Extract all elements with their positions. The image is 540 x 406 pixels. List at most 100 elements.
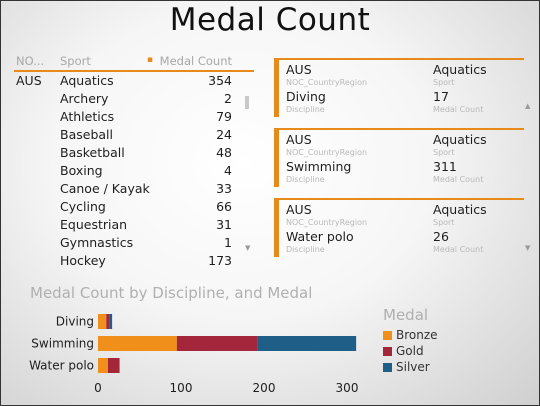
- category-label: Water polo: [29, 359, 94, 373]
- table-cell-sport: Equestrian: [60, 217, 128, 232]
- table-cell-medal-count: 66: [216, 199, 232, 214]
- card-discipline-label: Discipline: [286, 105, 325, 114]
- card-noc-value: AUS: [286, 62, 312, 77]
- table-row[interactable]: Hockey 173: [14, 252, 254, 270]
- table-cell-medal-count: 79: [216, 109, 232, 124]
- x-tick-label: 100: [170, 381, 193, 395]
- table-cell-medal-count: 31: [216, 217, 232, 232]
- card-sport-value: Aquatics: [433, 202, 487, 217]
- table-row[interactable]: Basketball 48: [14, 144, 254, 162]
- card-discipline-value: Swimming: [286, 159, 352, 174]
- scroll-up-arrow-icon[interactable]: ▲: [525, 102, 531, 110]
- card-accent-bar: [274, 200, 279, 257]
- card-medal-count-value: 17: [433, 89, 449, 104]
- bar-segment-silver[interactable]: [109, 314, 113, 329]
- card-sport-label: Sport: [433, 148, 455, 157]
- table-cell-medal-count: 173: [208, 253, 232, 268]
- page-title: Medal Count: [169, 2, 371, 38]
- table-cell-sport: Aquatics: [60, 73, 114, 88]
- table-cell-sport: Cycling: [60, 199, 106, 214]
- table-row[interactable]: Equestrian 31: [14, 216, 254, 234]
- table-cell-sport: Boxing: [60, 163, 103, 178]
- table-cell-sport: Gymnastics: [60, 235, 134, 250]
- table-cell-sport: Hockey: [60, 253, 106, 268]
- table-row[interactable]: Boxing 4: [14, 162, 254, 180]
- category-label: Diving: [56, 315, 94, 329]
- legend-label: Silver: [396, 360, 430, 374]
- card-medal-count-value: 311: [433, 159, 457, 174]
- card-noc-label: NOC_CountryRegion: [286, 218, 368, 227]
- scroll-down-arrow-icon[interactable]: ▼: [245, 244, 251, 252]
- table-body: AUS Aquatics 354 Archery 2 Athletics 79 Basebal…: [14, 72, 254, 270]
- table-row[interactable]: Archery 2: [14, 90, 254, 108]
- table-cell-medal-count: 354: [208, 73, 232, 88]
- record-card[interactable]: AUS NOC_CountryRegion Aquatics Sport Water p…: [274, 198, 524, 257]
- sort-indicator-icon[interactable]: ▪: [146, 55, 153, 65]
- column-header-sport[interactable]: Sport: [60, 54, 91, 68]
- table-row[interactable]: Athletics 79: [14, 108, 254, 126]
- bar-segment-gold[interactable]: [107, 358, 120, 373]
- bar-segment-silver[interactable]: [257, 336, 357, 351]
- card-accent-bar: [274, 130, 279, 187]
- table-cell-medal-count: 4: [224, 163, 232, 178]
- bar-segment-gold[interactable]: [106, 314, 110, 329]
- card-medal-count-label: Medal Count: [433, 175, 484, 184]
- table-row[interactable]: Canoe / Kayak 33: [14, 180, 254, 198]
- card-discipline-value: Diving: [286, 89, 326, 104]
- card-medal-count-value: 26: [433, 229, 449, 244]
- table-cell-sport: Archery: [60, 91, 109, 106]
- legend-swatch: [383, 363, 392, 372]
- medal-table[interactable]: NO... Sport ▪ Medal Count AUS Aquatics 354…: [14, 52, 254, 270]
- card-sport-value: Aquatics: [433, 132, 487, 147]
- bar-segment-bronze[interactable]: [98, 336, 177, 351]
- table-cell-noc: AUS: [16, 73, 42, 88]
- table-cell-medal-count: 48: [216, 145, 232, 160]
- bar-segment-bronze[interactable]: [98, 314, 107, 329]
- table-row[interactable]: Cycling 66: [14, 198, 254, 216]
- record-card[interactable]: AUS NOC_CountryRegion Aquatics Sport Swimmin…: [274, 128, 524, 187]
- table-cell-medal-count: 24: [216, 127, 232, 142]
- legend-label: Bronze: [396, 328, 438, 342]
- record-card[interactable]: AUS NOC_CountryRegion Aquatics Sport Diving D…: [274, 58, 524, 117]
- legend-label: Gold: [396, 344, 424, 358]
- legend-title: Medal: [383, 306, 429, 324]
- card-medal-count-label: Medal Count: [433, 105, 484, 114]
- card-discipline-value: Water polo: [286, 229, 354, 244]
- category-label: Swimming: [31, 337, 94, 351]
- x-tick-label: 300: [336, 381, 359, 395]
- column-header-medal-count[interactable]: Medal Count: [159, 54, 232, 68]
- table-cell-sport: Baseball: [60, 127, 113, 142]
- x-tick-label: 0: [94, 381, 102, 395]
- card-accent-bar: [274, 60, 279, 117]
- card-noc-label: NOC_CountryRegion: [286, 78, 368, 87]
- bar-segment-bronze[interactable]: [98, 358, 108, 373]
- table-cell-sport: Canoe / Kayak: [60, 181, 150, 196]
- legend-swatch: [383, 347, 392, 356]
- x-tick-label: 200: [253, 381, 276, 395]
- table-cell-medal-count: 2: [224, 91, 232, 106]
- card-noc-value: AUS: [286, 202, 312, 217]
- table-scrollbar-thumb[interactable]: [245, 96, 249, 109]
- card-sport-label: Sport: [433, 78, 455, 87]
- table-row[interactable]: Baseball 24: [14, 126, 254, 144]
- card-noc-value: AUS: [286, 132, 312, 147]
- table-cell-medal-count: 1: [224, 235, 232, 250]
- table-cell-sport: Athletics: [60, 109, 115, 124]
- table-cell-medal-count: 33: [216, 181, 232, 196]
- card-discipline-label: Discipline: [286, 245, 325, 254]
- column-header-noc[interactable]: NO...: [16, 54, 45, 68]
- table-row[interactable]: Gymnastics 1: [14, 234, 254, 252]
- table-header: NO... Sport ▪ Medal Count: [14, 52, 254, 72]
- scroll-down-arrow-icon[interactable]: ▼: [525, 244, 531, 252]
- table-cell-sport: Basketball: [60, 145, 125, 160]
- card-sport-value: Aquatics: [433, 62, 487, 77]
- table-row[interactable]: AUS Aquatics 354: [14, 72, 254, 90]
- card-discipline-label: Discipline: [286, 175, 325, 184]
- card-medal-count-label: Medal Count: [433, 245, 484, 254]
- bar-segment-gold[interactable]: [176, 336, 258, 351]
- card-sport-label: Sport: [433, 218, 455, 227]
- card-noc-label: NOC_CountryRegion: [286, 148, 368, 157]
- chart-title: Medal Count by Discipline, and Medal: [30, 284, 313, 302]
- legend-swatch: [383, 331, 392, 340]
